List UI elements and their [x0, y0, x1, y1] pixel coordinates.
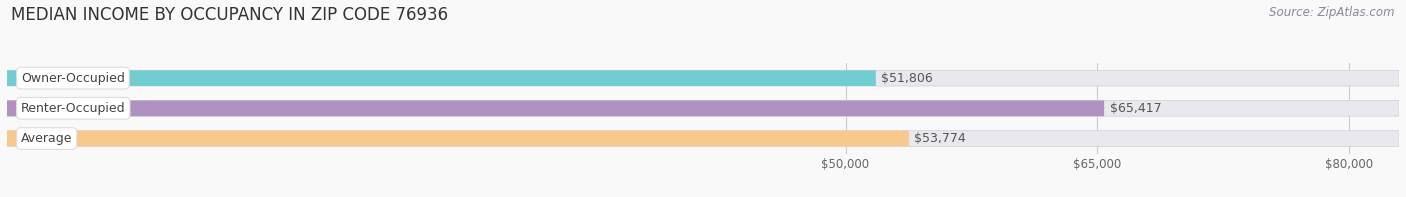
FancyBboxPatch shape [7, 131, 1399, 146]
FancyBboxPatch shape [7, 131, 908, 146]
Text: $53,774: $53,774 [914, 132, 966, 145]
FancyBboxPatch shape [7, 70, 876, 86]
FancyBboxPatch shape [7, 100, 1104, 116]
Text: MEDIAN INCOME BY OCCUPANCY IN ZIP CODE 76936: MEDIAN INCOME BY OCCUPANCY IN ZIP CODE 7… [11, 6, 449, 24]
Text: Average: Average [21, 132, 73, 145]
Text: Owner-Occupied: Owner-Occupied [21, 72, 125, 85]
FancyBboxPatch shape [7, 70, 1399, 86]
Text: Source: ZipAtlas.com: Source: ZipAtlas.com [1270, 6, 1395, 19]
Text: $51,806: $51,806 [882, 72, 934, 85]
Text: $65,417: $65,417 [1109, 102, 1161, 115]
Text: Renter-Occupied: Renter-Occupied [21, 102, 125, 115]
FancyBboxPatch shape [7, 100, 1399, 116]
